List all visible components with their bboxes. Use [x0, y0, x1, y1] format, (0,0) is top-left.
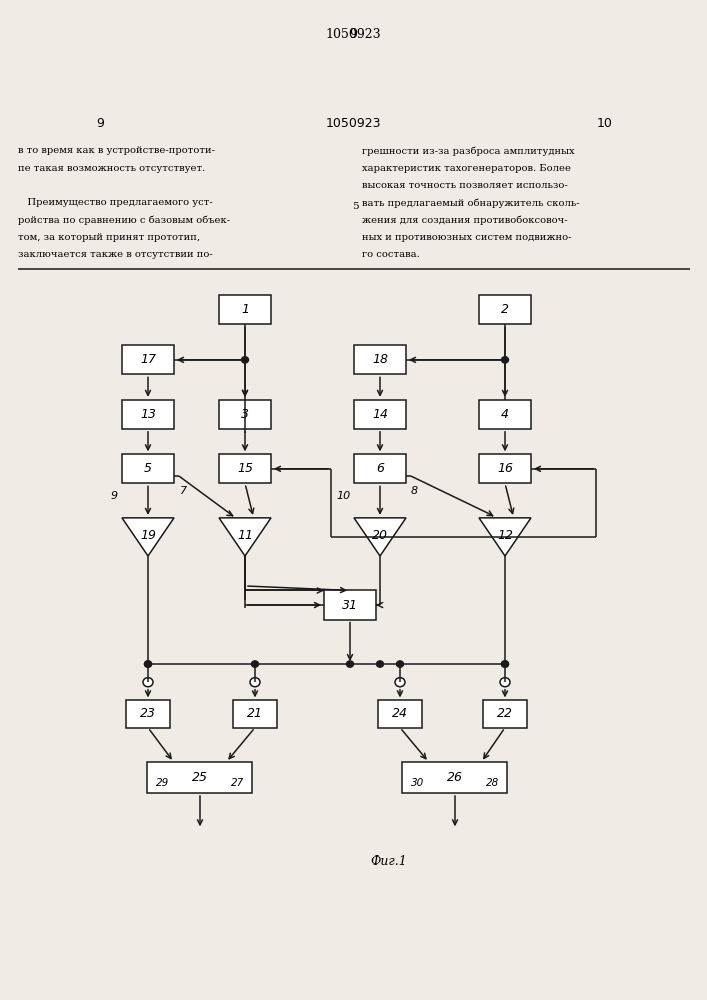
Text: 1050923: 1050923 [325, 117, 381, 130]
Text: 7: 7 [180, 486, 187, 496]
Text: ройства по сравнению с базовым объек-: ройства по сравнению с базовым объек- [18, 215, 230, 225]
Bar [122, 454, 174, 483]
Polygon shape [122, 518, 174, 556]
Text: 16: 16 [497, 462, 513, 475]
Text: 14: 14 [372, 408, 388, 421]
Text: 23: 23 [140, 707, 156, 720]
Polygon shape [219, 518, 271, 556]
Text: ных и противоюзных систем подвижно-: ных и противоюзных систем подвижно- [362, 233, 571, 242]
Text: 31: 31 [342, 599, 358, 612]
Circle shape [501, 661, 508, 667]
Text: 30: 30 [411, 778, 423, 788]
Polygon shape [354, 518, 406, 556]
Circle shape [395, 678, 405, 687]
Text: 6: 6 [376, 462, 384, 475]
Bar [378, 700, 422, 728]
Text: 1050923: 1050923 [325, 28, 381, 41]
Text: 26: 26 [447, 771, 463, 784]
Circle shape [144, 661, 151, 667]
Circle shape [144, 661, 151, 667]
Bar [219, 400, 271, 429]
Text: Фиг.1: Фиг.1 [370, 855, 407, 868]
Circle shape [143, 678, 153, 687]
Text: характеристик тахогенераторов. Более: характеристик тахогенераторов. Более [362, 164, 571, 173]
Circle shape [501, 357, 508, 363]
Text: 22: 22 [497, 707, 513, 720]
Text: 19: 19 [140, 529, 156, 542]
Circle shape [377, 661, 383, 667]
Bar [354, 454, 406, 483]
Text: Преимущество предлагаемого уст-: Преимущество предлагаемого уст- [18, 198, 213, 207]
Text: го состава.: го состава. [362, 250, 420, 259]
Text: пе такая возможность отсутствует.: пе такая возможность отсутствует. [18, 164, 205, 173]
Text: 28: 28 [486, 778, 500, 788]
Text: 25: 25 [192, 771, 208, 784]
Text: 5: 5 [144, 462, 152, 475]
Bar [122, 345, 174, 374]
Circle shape [500, 678, 510, 687]
Text: 4: 4 [501, 408, 509, 421]
Text: 9: 9 [349, 28, 357, 41]
Text: том, за который принят прототип,: том, за который принят прототип, [18, 233, 200, 242]
Text: 21: 21 [247, 707, 263, 720]
Text: 1: 1 [241, 303, 249, 316]
Text: 11: 11 [237, 529, 253, 542]
Polygon shape [479, 518, 531, 556]
Bar [354, 400, 406, 429]
Text: 24: 24 [392, 707, 408, 720]
Text: 2: 2 [501, 303, 509, 316]
Text: 8: 8 [411, 486, 418, 496]
Text: 10: 10 [337, 491, 351, 501]
Text: 27: 27 [231, 778, 245, 788]
Text: вать предлагаемый обнаружитель сколь-: вать предлагаемый обнаружитель сколь- [362, 198, 580, 208]
Circle shape [250, 678, 260, 687]
Bar [219, 295, 271, 324]
Text: 17: 17 [140, 353, 156, 366]
Text: 20: 20 [372, 529, 388, 542]
Text: 10: 10 [597, 117, 613, 130]
Bar [122, 400, 174, 429]
Bar [219, 454, 271, 483]
Text: 15: 15 [237, 462, 253, 475]
Text: в то время как в устройстве-прототи-: в то время как в устройстве-прототи- [18, 146, 215, 155]
Text: 18: 18 [372, 353, 388, 366]
Text: заключается также в отсутствии по-: заключается также в отсутствии по- [18, 250, 213, 259]
Text: жения для создания противобоксовоч-: жения для создания противобоксовоч- [362, 215, 568, 225]
Bar [479, 400, 531, 429]
Circle shape [242, 357, 248, 363]
Bar [479, 454, 531, 483]
Text: 9: 9 [110, 491, 117, 501]
Circle shape [501, 661, 508, 667]
Bar [402, 762, 508, 793]
Bar [126, 700, 170, 728]
Bar [233, 700, 277, 728]
Text: высокая точность позволяет использо-: высокая точность позволяет использо- [362, 181, 568, 190]
Circle shape [252, 661, 259, 667]
Circle shape [346, 661, 354, 667]
Bar [479, 295, 531, 324]
Circle shape [397, 661, 404, 667]
Bar [354, 345, 406, 374]
Text: 29: 29 [156, 778, 169, 788]
Text: 13: 13 [140, 408, 156, 421]
Text: 9: 9 [96, 117, 104, 130]
Text: грешности из-за разброса амплитудных: грешности из-за разброса амплитудных [362, 146, 575, 156]
Text: 3: 3 [241, 408, 249, 421]
Bar [483, 700, 527, 728]
Bar [148, 762, 252, 793]
Text: 12: 12 [497, 529, 513, 542]
Text: 5: 5 [351, 202, 358, 211]
Bar [324, 590, 376, 620]
